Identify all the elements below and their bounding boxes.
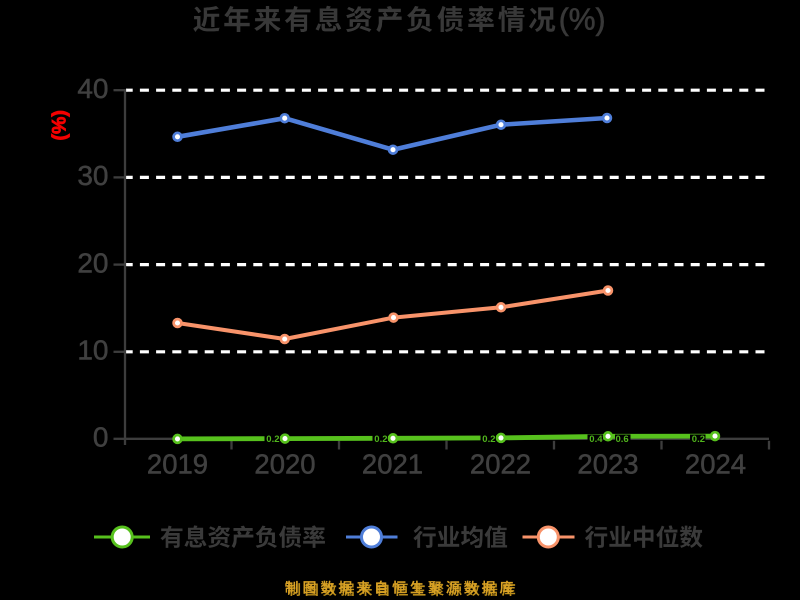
svg-text:(%): (%) [559, 4, 606, 37]
svg-text:2022: 2022 [470, 449, 531, 480]
svg-text:0.6: 0.6 [616, 434, 629, 445]
svg-text:20: 20 [77, 247, 108, 278]
svg-text:2020: 2020 [254, 449, 315, 480]
svg-text:0.4: 0.4 [589, 434, 603, 445]
svg-text:0.2: 0.2 [266, 434, 279, 445]
svg-text:40: 40 [77, 73, 108, 104]
svg-text:0.2: 0.2 [482, 434, 495, 445]
svg-text:0.2: 0.2 [374, 434, 387, 445]
svg-text:10: 10 [77, 335, 108, 366]
svg-text:0.2: 0.2 [692, 434, 705, 445]
svg-text:2019: 2019 [147, 449, 208, 480]
svg-text:0: 0 [93, 422, 109, 453]
svg-text:2021: 2021 [362, 449, 423, 480]
svg-text:2024: 2024 [685, 449, 746, 480]
svg-text:(%): (%) [49, 110, 71, 140]
svg-text:2023: 2023 [577, 449, 638, 480]
svg-text:30: 30 [77, 160, 108, 191]
